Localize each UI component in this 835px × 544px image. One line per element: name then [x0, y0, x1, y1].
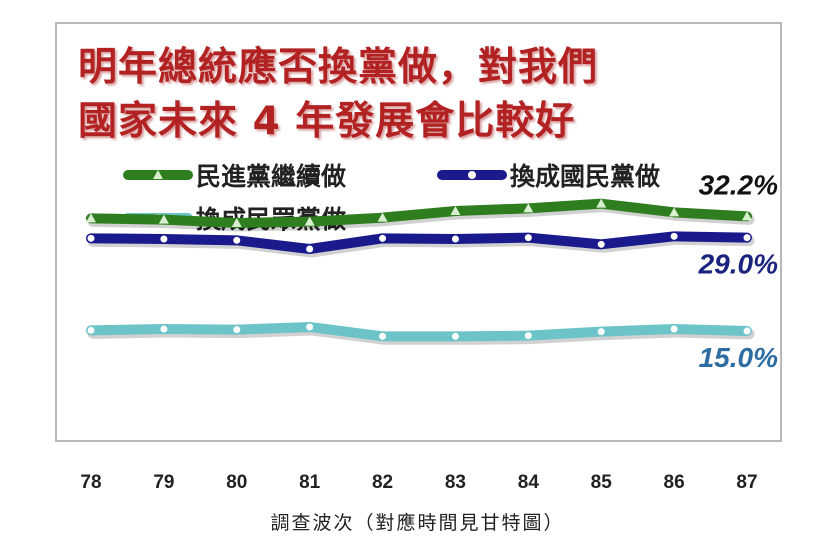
- data-point-0-86: [669, 207, 680, 217]
- data-point-2-86: [670, 325, 678, 333]
- x-tick-label-80: 80: [226, 472, 247, 493]
- data-point-2-81: [306, 323, 314, 331]
- data-point-2-79: [160, 325, 168, 333]
- data-point-0-81: [304, 216, 315, 226]
- x-tick-label-85: 85: [591, 472, 613, 493]
- legend-swatch-dpp: [123, 170, 193, 180]
- data-point-0-85: [596, 198, 607, 208]
- series-line-2: [86, 322, 752, 342]
- series-line-1: [86, 231, 752, 254]
- x-axis-label: 調查波次（對應時間見甘特圖）: [270, 512, 565, 534]
- data-point-2-78: [87, 326, 95, 334]
- x-tick-label-84: 84: [518, 472, 540, 493]
- data-point-2-80: [233, 326, 241, 334]
- data-point-0-78: [86, 213, 96, 223]
- data-point-2-83: [451, 332, 459, 340]
- end-label-0: 32.2%: [699, 169, 778, 200]
- data-point-1-79: [160, 235, 168, 243]
- data-point-1-80: [233, 236, 241, 244]
- chart-frame: [55, 22, 782, 442]
- series-line-0: [86, 198, 752, 228]
- data-point-1-81: [306, 245, 314, 253]
- chart-title-line-1: 明年總統應否換黨做，對我們: [78, 45, 599, 90]
- data-point-1-85: [597, 240, 605, 248]
- x-tick-label-78: 78: [80, 472, 101, 493]
- x-tick-label-79: 79: [153, 472, 174, 493]
- data-point-2-87: [743, 327, 751, 335]
- data-point-0-80: [231, 218, 242, 227]
- data-point-0-79: [158, 214, 169, 224]
- x-tick-label-81: 81: [299, 472, 321, 493]
- x-tick-label-87: 87: [736, 472, 757, 493]
- data-point-2-82: [379, 332, 387, 340]
- data-point-1-84: [524, 234, 532, 242]
- legend-label-dpp: 民進黨繼續做: [196, 162, 347, 191]
- data-point-1-78: [87, 234, 95, 242]
- end-label-1: 29.0%: [698, 249, 778, 280]
- legend-label-kmt: 換成國民黨做: [510, 162, 661, 191]
- data-point-0-84: [523, 203, 534, 213]
- data-point-1-86: [670, 232, 678, 240]
- x-tick-label-86: 86: [664, 472, 685, 493]
- legend-item-kmt: 換成國民黨做: [436, 158, 660, 192]
- x-tick-label-83: 83: [445, 472, 466, 493]
- data-point-0-83: [450, 206, 461, 215]
- data-point-2-85: [597, 328, 605, 336]
- x-tick-label-82: 82: [372, 472, 393, 493]
- legend-swatch-kmt: [437, 170, 507, 180]
- data-point-0-87: [742, 211, 752, 221]
- data-point-0-82: [377, 212, 388, 222]
- end-label-2: 15.0%: [699, 342, 778, 373]
- data-point-1-82: [379, 234, 387, 242]
- chart-title-line-2: 國家未來 4 年發展會比較好: [78, 99, 576, 144]
- data-point-1-83: [451, 235, 459, 243]
- data-point-2-84: [524, 332, 532, 340]
- data-point-1-87: [743, 234, 751, 242]
- legend-item-dpp: 民進黨繼續做: [122, 158, 346, 192]
